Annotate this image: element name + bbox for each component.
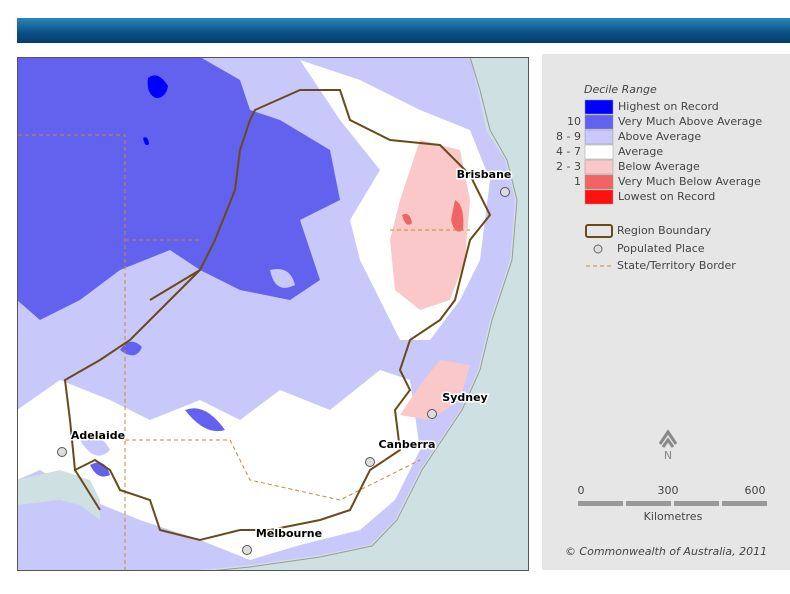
legend-swatch: [584, 99, 614, 115]
legend-label: Above Average: [618, 130, 701, 143]
legend-swatch: [584, 174, 614, 190]
place-label: Sydney: [442, 391, 487, 404]
legend-label: Below Average: [618, 160, 700, 173]
scale-unit: Kilometres: [644, 510, 703, 523]
copyright: © Commonwealth of Australia, 2011: [565, 545, 767, 558]
legend-decile: 8 - 9: [556, 130, 581, 143]
scale-tick: 300: [658, 484, 679, 497]
north-label: N: [664, 449, 672, 462]
place-dot: [500, 187, 510, 197]
place-dot: [427, 409, 437, 419]
legend-label: Highest on Record: [618, 100, 719, 113]
legend-label: Lowest on Record: [618, 190, 715, 203]
legend-swatch: [584, 129, 614, 145]
place-swatch: [593, 244, 603, 254]
legend-swatch: [584, 159, 614, 175]
place-label: Melbourne: [256, 527, 322, 540]
legend-decile: 2 - 3: [556, 160, 581, 173]
map-frame: [17, 57, 529, 571]
scale-tick: 600: [745, 484, 766, 497]
legend-decile: 10: [567, 115, 581, 128]
legend-symbol-label: Populated Place: [617, 242, 705, 255]
scale-tick: 0: [578, 484, 585, 497]
legend-swatch: [584, 144, 614, 160]
region-swatch: [585, 224, 613, 238]
legend-decile: 4 - 7: [556, 145, 581, 158]
legend-symbol-label: State/Territory Border: [617, 259, 736, 272]
scale-bar: [578, 501, 767, 506]
place-label: Canberra: [379, 438, 436, 451]
banner: [17, 18, 790, 43]
legend-title: Decile Range: [584, 83, 657, 96]
legend-swatch: [584, 189, 614, 205]
north-arrow: [658, 429, 678, 448]
legend-label: Very Much Below Average: [618, 175, 761, 188]
place-dot: [57, 447, 67, 457]
place-dot: [242, 545, 252, 555]
legend-label: Very Much Above Average: [618, 115, 762, 128]
place-label: Brisbane: [457, 168, 512, 181]
place-dot: [365, 457, 375, 467]
map: [17, 57, 528, 570]
place-label: Adelaide: [71, 429, 125, 442]
legend-symbol-label: Region Boundary: [617, 224, 712, 237]
legend-decile: 1: [574, 175, 581, 188]
legend-panel: [542, 54, 790, 570]
legend-swatch: [584, 114, 614, 130]
legend-label: Average: [618, 145, 663, 158]
